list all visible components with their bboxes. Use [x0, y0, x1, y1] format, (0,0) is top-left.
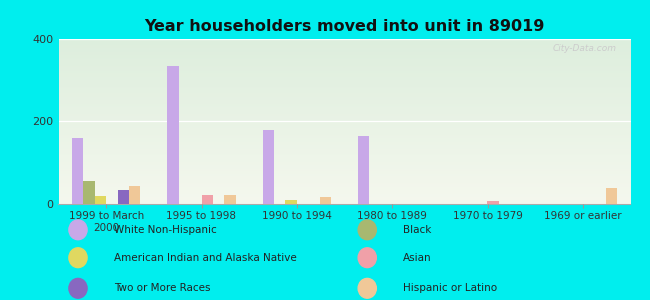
Bar: [83, 181, 95, 204]
Text: White Non-Hispanic: White Non-Hispanic: [114, 225, 216, 235]
Bar: [285, 200, 297, 204]
Bar: [358, 136, 369, 204]
Ellipse shape: [69, 248, 87, 268]
Ellipse shape: [358, 278, 376, 298]
Text: Black: Black: [403, 225, 432, 235]
Bar: [72, 138, 83, 204]
Text: Hispanic or Latino: Hispanic or Latino: [403, 283, 497, 293]
Bar: [606, 188, 617, 204]
Text: City-Data.com: City-Data.com: [552, 44, 616, 53]
Ellipse shape: [69, 278, 87, 298]
Bar: [118, 190, 129, 204]
Bar: [320, 197, 331, 204]
Ellipse shape: [69, 220, 87, 240]
Bar: [95, 196, 106, 204]
Ellipse shape: [358, 248, 376, 268]
Ellipse shape: [358, 220, 376, 240]
Text: Asian: Asian: [403, 253, 432, 263]
Text: American Indian and Alaska Native: American Indian and Alaska Native: [114, 253, 296, 263]
Bar: [129, 186, 140, 204]
Bar: [167, 66, 179, 204]
Bar: [263, 130, 274, 204]
Text: Two or More Races: Two or More Races: [114, 283, 210, 293]
Bar: [224, 195, 236, 204]
Title: Year householders moved into unit in 89019: Year householders moved into unit in 890…: [144, 19, 545, 34]
Bar: [202, 195, 213, 204]
Bar: [488, 201, 499, 204]
